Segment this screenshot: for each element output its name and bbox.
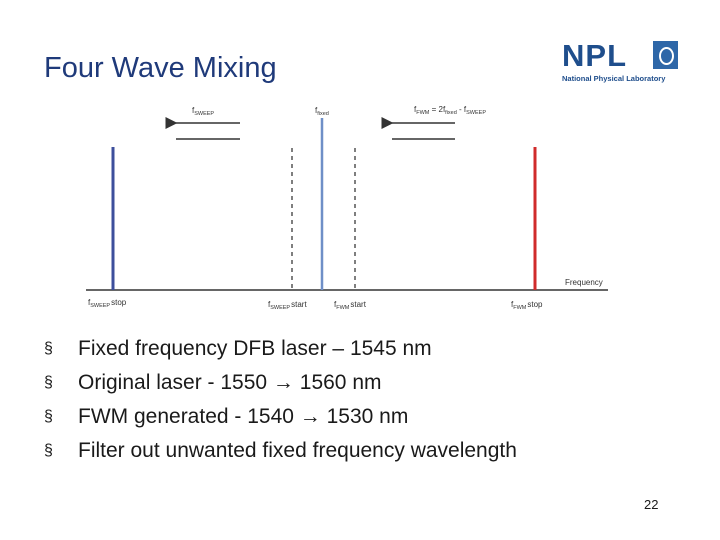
bullet-text: Filter out unwanted fixed frequency wave…: [78, 439, 517, 462]
bullet-icon: §: [44, 374, 53, 391]
label-f-fixed: ffixed: [315, 106, 329, 117]
slide-title: Four Wave Mixing: [44, 52, 277, 84]
bullet-text: Fixed frequency DFB laser – 1545 nm: [78, 337, 432, 360]
label-fwm-formula: fFWM = 2ffixed - fSWEEP: [414, 105, 486, 116]
bullet-text: Original laser - 1550 → 1560 nm: [78, 371, 382, 394]
logo-subtitle: National Physical Laboratory: [562, 74, 666, 83]
bullet-icon: §: [44, 408, 53, 425]
logo-text: NPL: [562, 38, 627, 73]
bullet-icon: §: [44, 340, 53, 357]
bullet-text: FWM generated - 1540 → 1530 nm: [78, 405, 409, 428]
npl-logo: NPL National Physical Laboratory: [562, 40, 680, 86]
axis-label-frequency: Frequency: [565, 278, 603, 287]
npl-emblem-icon: [653, 41, 678, 69]
label-ffwm-stop: fFWMstop: [511, 300, 543, 311]
label-fsweep-start: fSWEEPstart: [268, 300, 307, 311]
fwm-diagram: Frequency fSWEEP ffixed fFWM = 2ffixed -…: [86, 105, 608, 311]
label-f-sweep: fSWEEP: [192, 106, 214, 117]
label-fsweep-stop: fSWEEPstop: [88, 298, 127, 309]
label-ffwm-start: fFWMstart: [334, 300, 367, 311]
bullet-icon: §: [44, 442, 53, 459]
page-number: 22: [644, 497, 659, 512]
